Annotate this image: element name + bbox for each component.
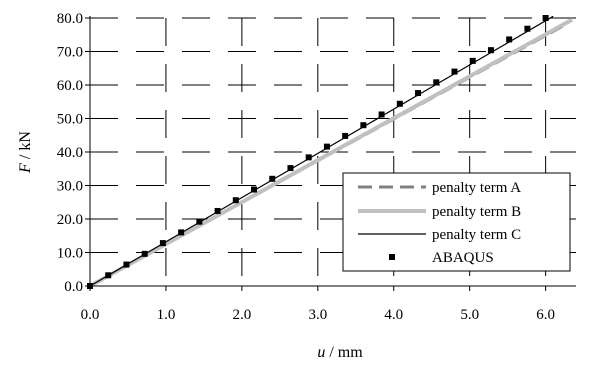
series-layer [87,15,574,289]
y-tick-label: 10.0 [57,246,83,262]
x-tick-label: 1.0 [157,307,176,323]
x-tick-label: 2.0 [233,307,252,323]
legend-box [342,172,571,272]
abaqus-marker [469,57,476,64]
legend-marker-abaqus [389,254,395,260]
y-tick-label: 70.0 [57,45,83,61]
abaqus-marker [342,132,349,139]
abaqus-marker [232,197,239,204]
abaqus-marker [287,165,294,172]
x-tick-label: 4.0 [384,307,403,323]
abaqus-marker [214,207,221,214]
abaqus-marker [196,218,203,225]
axes [85,16,576,291]
y-tick-label: 30.0 [57,179,83,195]
y-axis-label: F / kN [17,131,34,174]
abaqus-marker [269,175,276,182]
legend-label-abaqus: ABAQUS [432,250,494,266]
abaqus-marker [105,272,112,279]
series-line-1 [89,17,574,288]
abaqus-marker [178,229,185,236]
legend: penalty term A penalty term B penalty te… [342,172,571,272]
y-tick-label: 80.0 [57,11,83,27]
legend-label-b: penalty term B [432,204,521,220]
x-tick-label: 6.0 [536,307,555,323]
abaqus-marker [487,47,494,54]
abaqus-marker [396,100,403,107]
abaqus-marker [524,25,531,32]
tick-labels: 0.0 10.0 20.0 30.0 40.0 50.0 60.0 70.0 80.0 0.0 1.… [57,11,555,323]
x-tick-label: 5.0 [460,307,479,323]
y-tick-label: 0.0 [64,279,83,295]
y-tick-label: 60.0 [57,78,83,94]
series-line-2 [89,15,554,287]
abaqus-marker [415,90,422,97]
abaqus-marker [360,122,367,129]
abaqus-marker [378,111,385,118]
abaqus-marker [251,186,258,193]
legend-label-c: penalty term C [432,227,521,243]
y-tick-label: 20.0 [57,212,83,228]
abaqus-marker [123,261,130,268]
y-tick-label: 50.0 [57,112,83,128]
abaqus-marker [451,68,458,75]
abaqus-marker [433,79,440,86]
abaqus-marker [506,36,513,43]
abaqus-marker [141,250,148,257]
abaqus-marker [323,143,330,150]
x-tick-label: 3.0 [308,307,327,323]
y-tick-label: 40.0 [57,145,83,161]
x-axis-label: u / mm [317,344,363,361]
x-tick-label: 0.0 [81,307,100,323]
legend-label-a: penalty term A [432,180,521,196]
abaqus-marker [305,154,312,161]
abaqus-marker [159,240,166,247]
abaqus-marker [542,15,549,21]
